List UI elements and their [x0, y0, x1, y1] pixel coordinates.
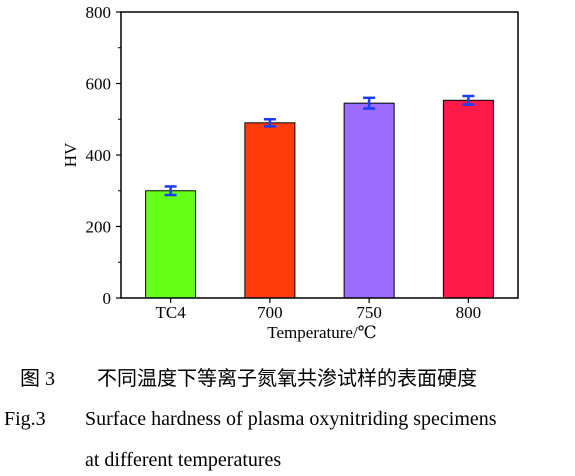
- x-tick-label: 800: [456, 303, 482, 322]
- x-tick-label: TC4: [156, 303, 187, 322]
- y-tick-label: 0: [103, 289, 112, 308]
- bar-800: [442, 99, 494, 299]
- error-bar-700: [263, 118, 276, 128]
- error-bar-750: [363, 96, 376, 110]
- figure-number-en: Fig.3: [4, 408, 46, 430]
- error-bar-800: [462, 94, 475, 106]
- bars-layer: [145, 99, 494, 299]
- figure-number-cn: 图 3: [20, 368, 55, 390]
- y-axis: 0 200 400 600 800: [86, 3, 121, 308]
- y-tick-label: 200: [86, 218, 112, 237]
- caption-text-en-line1: Surface hardness of plasma oxynitriding …: [85, 408, 497, 430]
- x-axis-label: Temperature/℃: [267, 323, 376, 342]
- bar-700: [244, 122, 296, 299]
- error-bar-TC4: [164, 185, 177, 197]
- caption-text-en-line2: at different temperatures: [85, 449, 282, 471]
- figure-caption-english: Fig.3 Surface hardness of plasma oxynitri…: [4, 409, 497, 429]
- figure-caption-chinese: 图 3 不同温度下等离子氮氧共渗试样的表面硬度: [20, 369, 477, 389]
- y-tick-label: 800: [86, 3, 112, 22]
- error-bars-layer: [164, 94, 475, 197]
- x-tick-label: 700: [257, 303, 283, 322]
- x-axis: TC4 700 750 800: [156, 298, 482, 322]
- bar-TC4: [145, 190, 197, 299]
- caption-text-cn: 不同温度下等离子氮氧共渗试样的表面硬度: [97, 368, 477, 390]
- x-tick-label: 750: [356, 303, 382, 322]
- y-tick-label: 400: [86, 146, 112, 165]
- y-axis-label: HV: [61, 142, 80, 167]
- bar-chart: 0 200 400 600 800 TC4 700 750 800 HV Temperatur…: [61, 3, 519, 342]
- y-tick-label: 600: [86, 75, 112, 94]
- bar-750: [343, 102, 395, 299]
- figure-caption-english-line2: at different temperatures: [85, 450, 281, 470]
